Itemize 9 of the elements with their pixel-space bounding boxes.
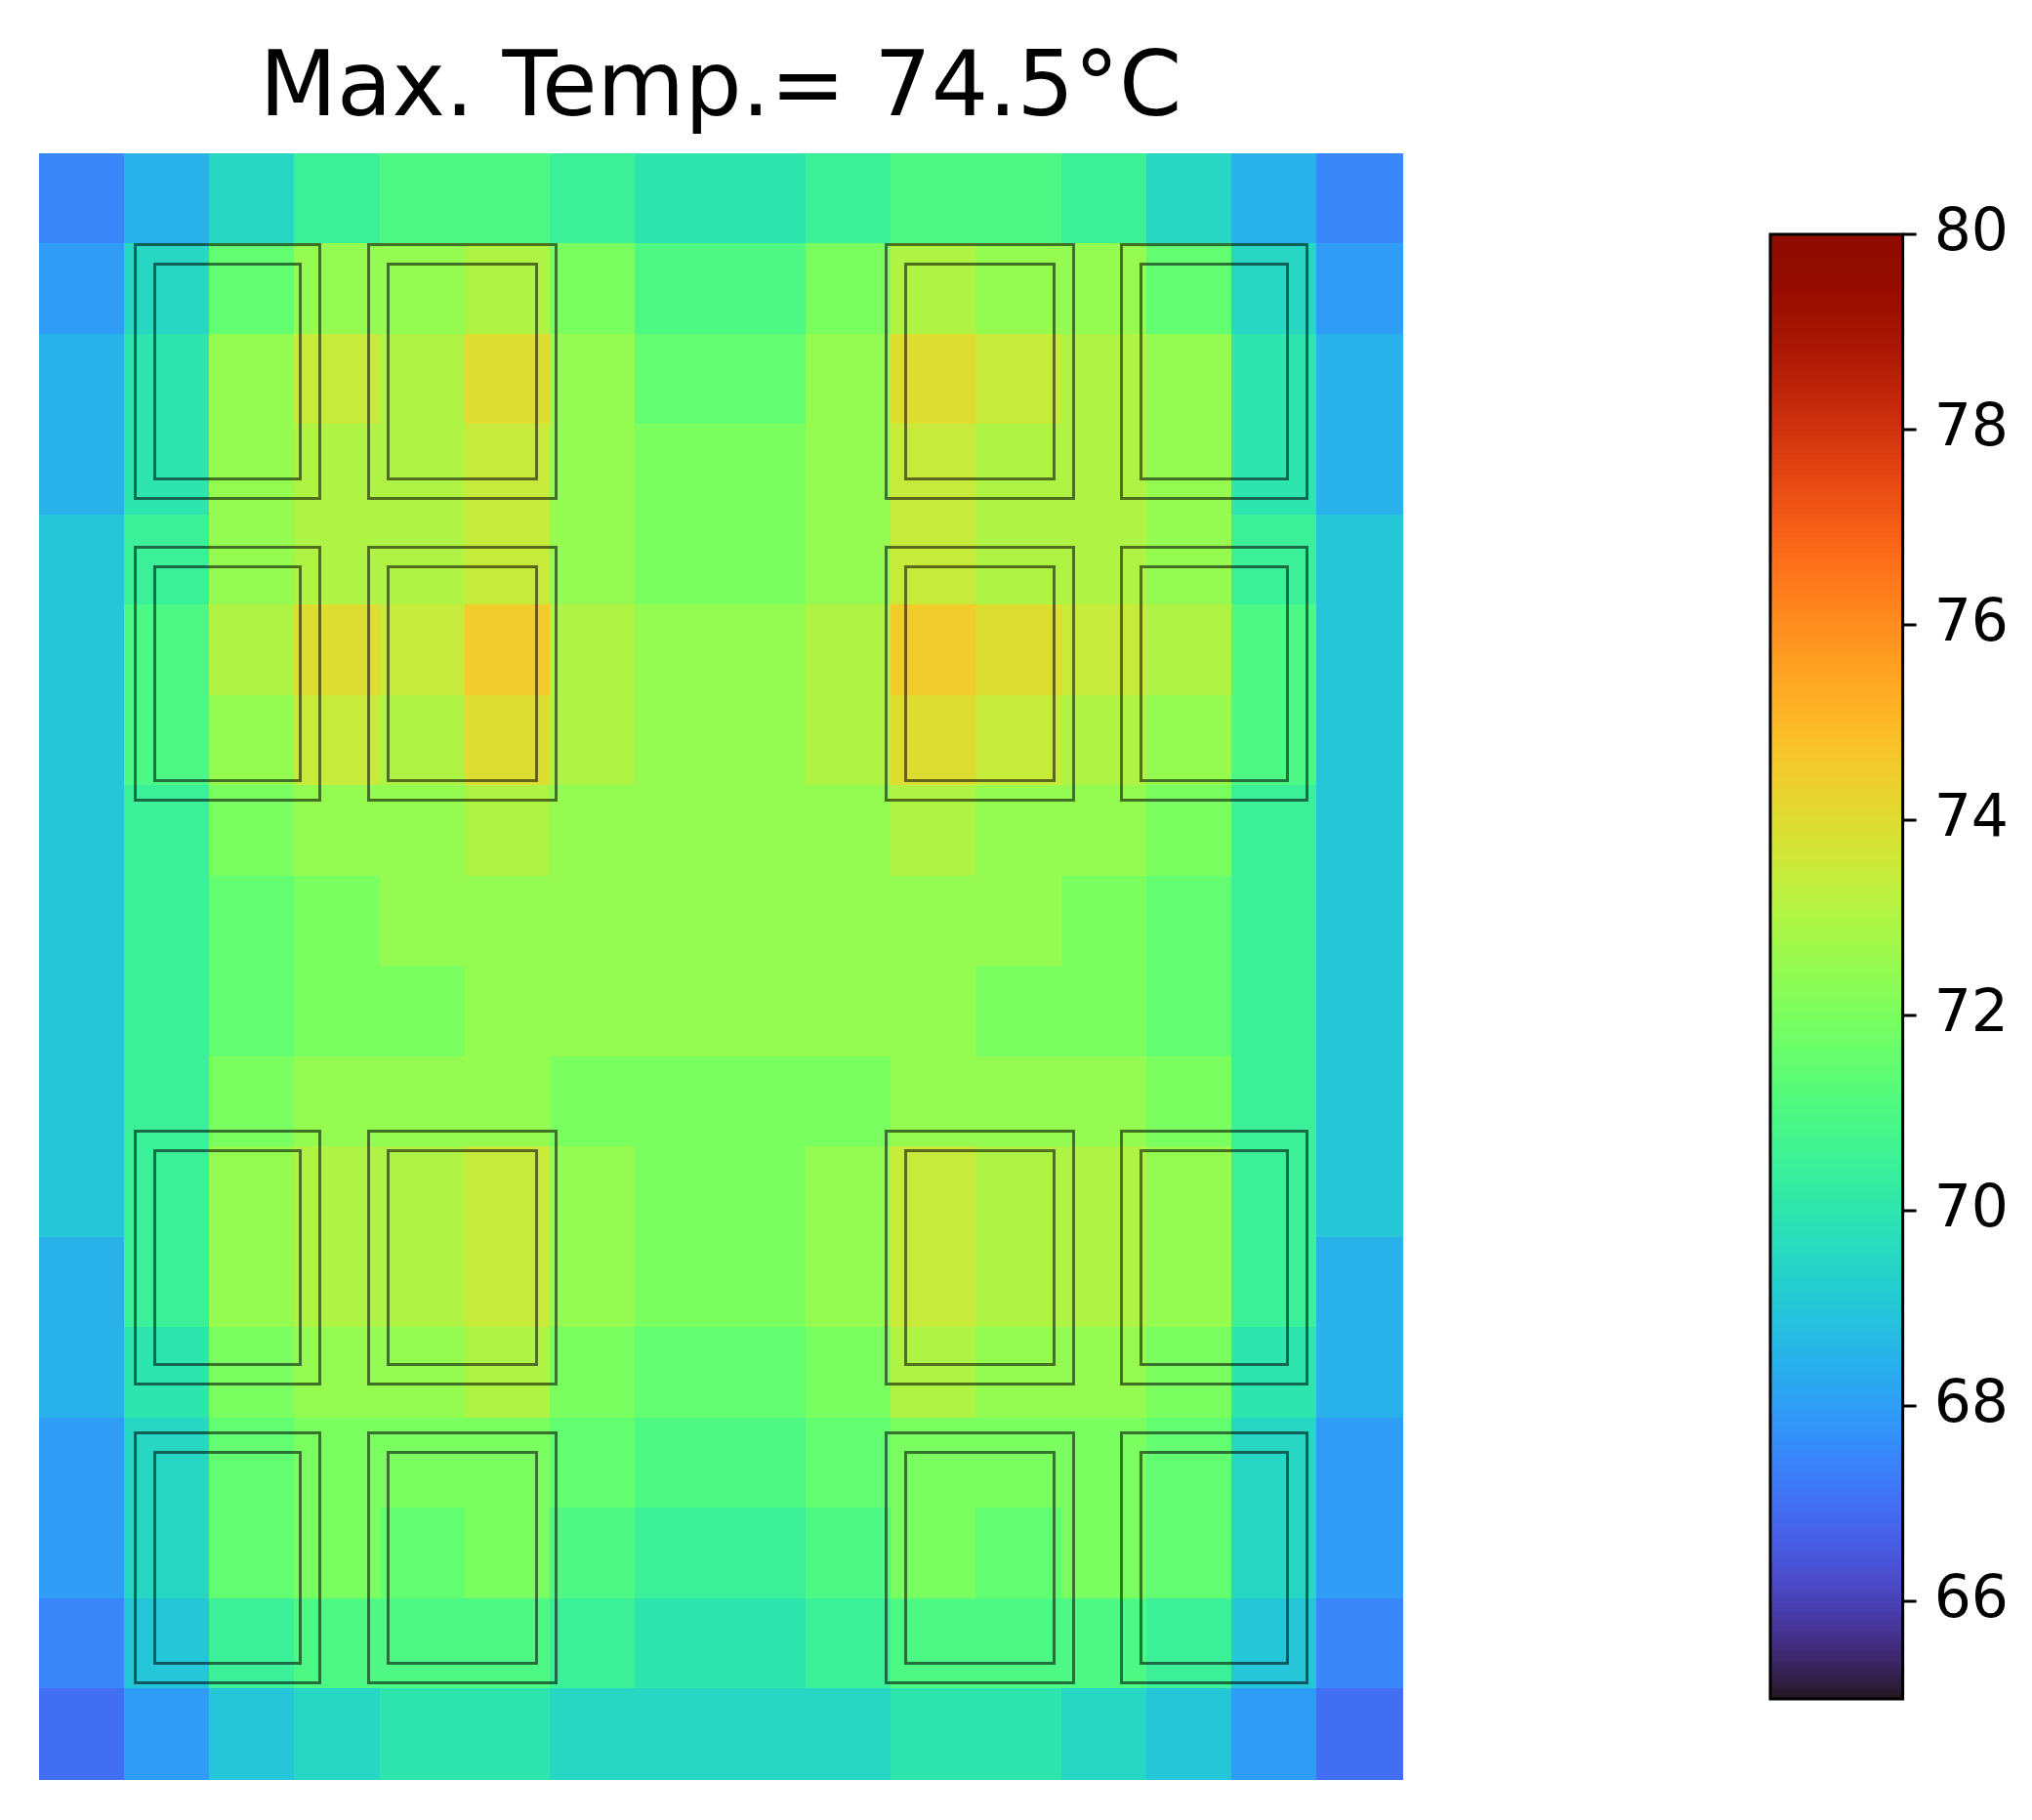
color-bar-label: 70	[1933, 1171, 2010, 1240]
color-bar-label: 76	[1933, 585, 2010, 654]
color-bar-label: 74	[1933, 780, 2010, 849]
color-bar-label: 72	[1933, 975, 2010, 1045]
color-bar-label: 80	[1933, 194, 2010, 264]
color-bar-label: 66	[1933, 1561, 2010, 1631]
color-bar-label: 68	[1933, 1366, 2010, 1435]
chart-title: Max. Temp.= 74.5°C	[259, 32, 1182, 137]
color-bar-label: 78	[1933, 390, 2010, 459]
